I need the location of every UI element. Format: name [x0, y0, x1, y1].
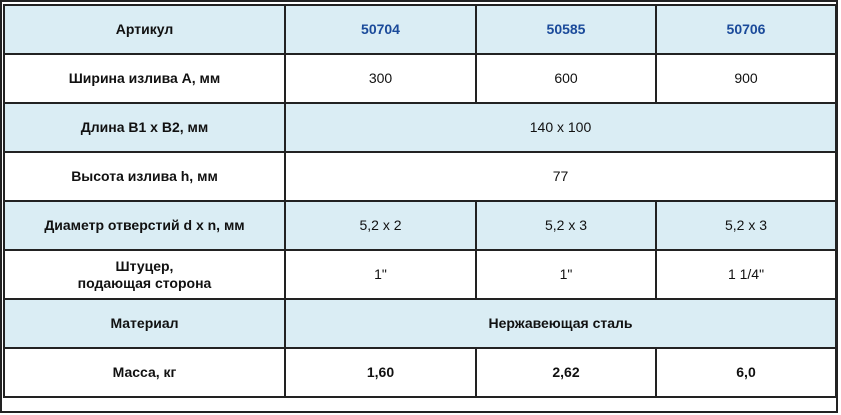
cell: 1,60: [284, 347, 477, 398]
table-row-length: Длина В1 х В2, мм 140 х 100: [3, 102, 837, 153]
table-row-height: Высота излива h, мм 77: [3, 151, 837, 202]
cell: Нержавеющая сталь: [284, 298, 837, 349]
spec-table: Артикул 50704 50585 50706 Ширина излива …: [3, 4, 837, 398]
table-row-article: Артикул 50704 50585 50706: [3, 4, 837, 55]
article-50704: 50704: [284, 4, 477, 55]
cell: 5,2 х 3: [475, 200, 657, 251]
cell: 1 1/4": [655, 249, 837, 300]
cell: 1": [475, 249, 657, 300]
cell: 300: [284, 53, 477, 104]
row-label: Штуцер, подающая сторона: [3, 249, 286, 300]
label-line: Штуцер,: [115, 257, 174, 274]
table-row-mass: Масса, кг 1,60 2,62 6,0: [3, 347, 837, 398]
cell: 140 х 100: [284, 102, 837, 153]
row-label: Масса, кг: [3, 347, 286, 398]
article-50706: 50706: [655, 4, 837, 55]
label-line: подающая сторона: [77, 274, 212, 291]
row-label: Ширина излива А, мм: [3, 53, 286, 104]
cell: 5,2 х 2: [284, 200, 477, 251]
row-label: Диаметр отверстий d x n, мм: [3, 200, 286, 251]
row-label: Высота излива h, мм: [3, 151, 286, 202]
cell: 2,62: [475, 347, 657, 398]
table-row-material: Материал Нержавеющая сталь: [3, 298, 837, 349]
row-label: Артикул: [3, 4, 286, 55]
cell: 6,0: [655, 347, 837, 398]
table-row-width: Ширина излива А, мм 300 600 900: [3, 53, 837, 104]
cell: 600: [475, 53, 657, 104]
table-row-fitting: Штуцер, подающая сторона 1" 1" 1 1/4": [3, 249, 837, 300]
table-row-diameter: Диаметр отверстий d x n, мм 5,2 х 2 5,2 …: [3, 200, 837, 251]
row-label: Длина В1 х В2, мм: [3, 102, 286, 153]
cell: 5,2 х 3: [655, 200, 837, 251]
row-label: Материал: [3, 298, 286, 349]
cell: 1": [284, 249, 477, 300]
cell: 900: [655, 53, 837, 104]
article-50585: 50585: [475, 4, 657, 55]
cell: 77: [284, 151, 837, 202]
